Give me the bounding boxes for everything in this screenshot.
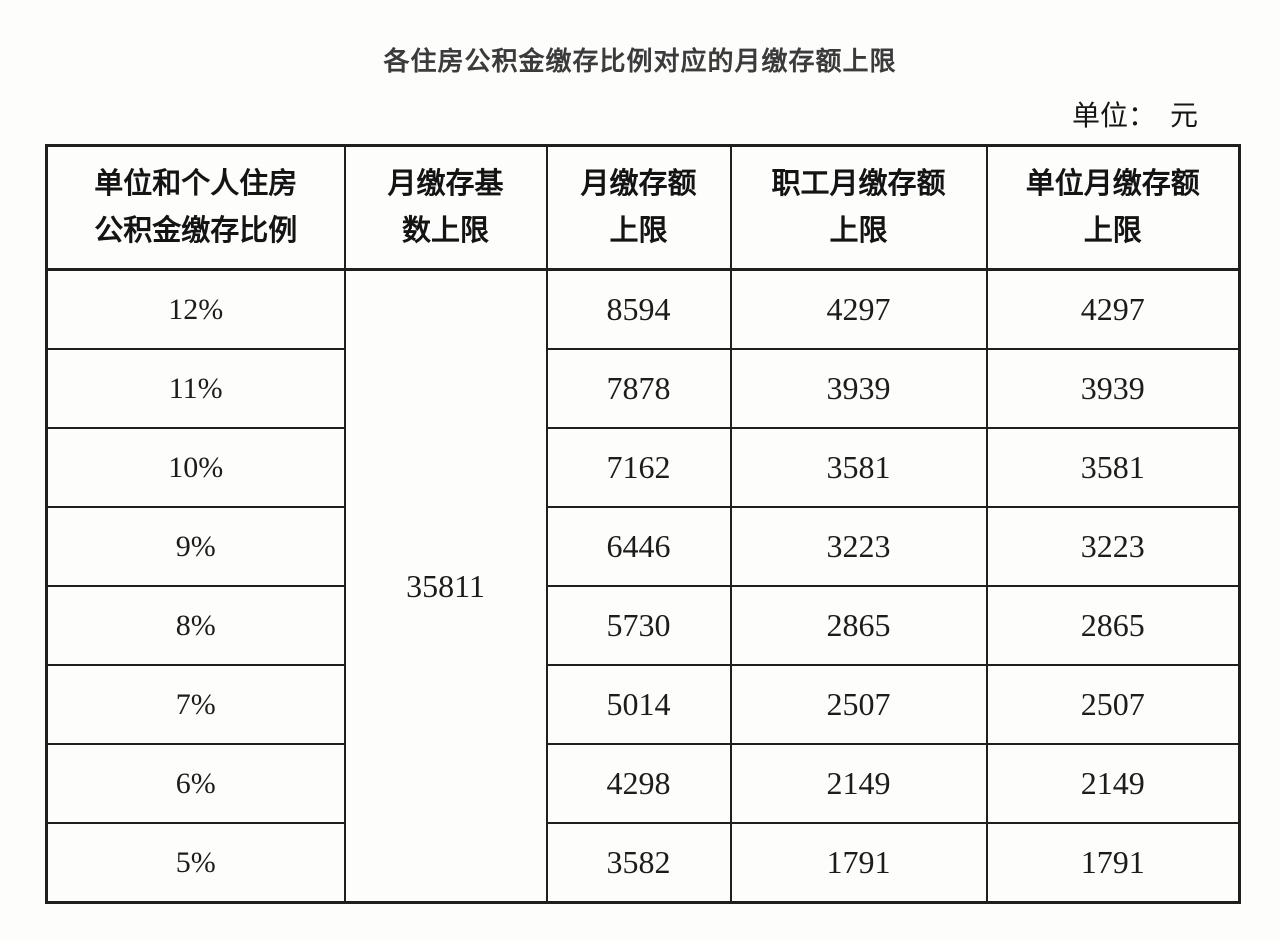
cell-monthly-cap: 7162 <box>545 427 732 508</box>
cell-employer-cap: 2149 <box>985 743 1241 824</box>
cell-employee-cap: 2507 <box>729 664 988 745</box>
header-employee-cap: 职工月缴存额 上限 <box>729 144 988 271</box>
cell-employer-cap: 2507 <box>985 664 1241 745</box>
cell-ratio: 7% <box>45 664 346 745</box>
cell-ratio: 12% <box>45 268 346 350</box>
cell-ratio: 6% <box>45 743 346 824</box>
contribution-table: 单位和个人住房 公积金缴存比例 月缴存基 数上限 月缴存额 上限 职工月缴存额 … <box>45 144 1241 904</box>
cell-employer-cap: 3581 <box>985 427 1241 508</box>
cell-employee-cap: 2865 <box>729 585 988 666</box>
cell-employer-cap: 3939 <box>985 348 1241 429</box>
unit-label: 单位： 元 <box>1071 101 1198 132</box>
cell-employer-cap: 2865 <box>985 585 1241 666</box>
cell-employee-cap: 3939 <box>729 348 988 429</box>
page-title: 各住房公积金缴存比例对应的月缴存额上限 <box>383 46 897 76</box>
table-row: 7% 5014 2507 2507 <box>45 664 1241 745</box>
table-row: 8% 5730 2865 2865 <box>45 585 1241 666</box>
table-row: 10% 7162 3581 3581 <box>45 427 1241 508</box>
cell-monthly-cap: 5730 <box>545 585 732 666</box>
cell-ratio: 5% <box>45 822 346 904</box>
header-employer-cap: 单位月缴存额 上限 <box>985 144 1241 271</box>
cell-ratio: 8% <box>45 585 346 666</box>
table-row: 9% 6446 3223 3223 <box>45 506 1241 587</box>
cell-ratio: 10% <box>45 427 346 508</box>
cell-monthly-cap: 5014 <box>545 664 732 745</box>
cell-ratio: 9% <box>45 506 346 587</box>
cell-employer-cap: 3223 <box>985 506 1241 587</box>
cell-monthly-cap: 3582 <box>545 822 732 904</box>
cell-employee-cap: 3581 <box>729 427 988 508</box>
cell-employer-cap: 4297 <box>985 268 1241 350</box>
cell-employee-cap: 3223 <box>729 506 988 587</box>
cell-monthly-cap: 7878 <box>545 348 732 429</box>
cell-base-cap-merged: 35811 <box>343 268 548 904</box>
table-row: 12% 35811 8594 4297 4297 <box>45 268 1241 904</box>
cell-employer-cap: 1791 <box>985 822 1241 904</box>
table-row: 6% 4298 2149 2149 <box>45 743 1241 824</box>
cell-employee-cap: 1791 <box>729 822 988 904</box>
cell-employee-cap: 4297 <box>729 268 988 350</box>
cell-ratio: 11% <box>45 348 346 429</box>
cell-monthly-cap: 4298 <box>545 743 732 824</box>
table-row: 5% 3582 1791 1791 <box>45 822 1241 904</box>
header-base-cap: 月缴存基 数上限 <box>343 144 548 271</box>
header-ratio: 单位和个人住房 公积金缴存比例 <box>45 144 346 271</box>
table-row: 11% 7878 3939 3939 <box>45 348 1241 429</box>
table-header-row: 单位和个人住房 公积金缴存比例 月缴存基 数上限 月缴存额 上限 职工月缴存额 … <box>45 144 1241 271</box>
header-monthly-cap: 月缴存额 上限 <box>545 144 732 271</box>
cell-monthly-cap: 6446 <box>545 506 732 587</box>
cell-employee-cap: 2149 <box>729 743 988 824</box>
cell-monthly-cap: 8594 <box>545 268 732 350</box>
